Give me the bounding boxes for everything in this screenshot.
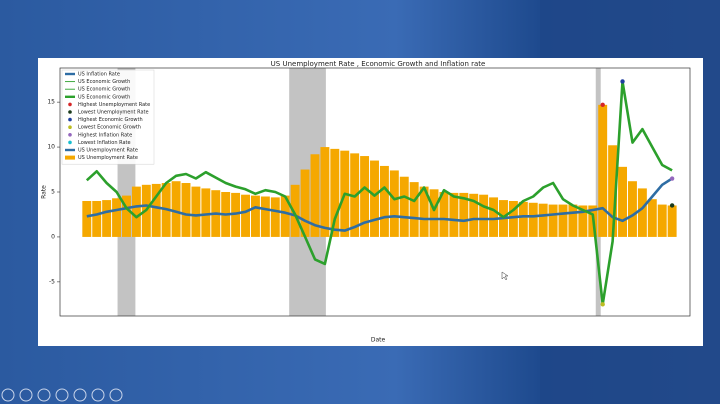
bar [280, 195, 290, 237]
bar [479, 194, 489, 237]
bar [449, 192, 459, 237]
legend-label: Highest Unemployment Rate [78, 102, 150, 108]
legend-symbol [68, 110, 72, 114]
subtitle-button[interactable] [91, 388, 105, 402]
bar [389, 170, 399, 237]
line [85, 80, 673, 306]
legend-symbol [68, 140, 72, 145]
bar [379, 165, 389, 237]
bar [598, 104, 608, 237]
bar [370, 160, 379, 237]
bar [270, 197, 280, 237]
prev-button[interactable] [1, 388, 15, 402]
y-tick-label: 10 [47, 144, 55, 151]
bar [489, 197, 499, 237]
mouse-cursor [501, 271, 509, 281]
bar [260, 196, 270, 237]
bar [419, 186, 429, 237]
bar [330, 148, 340, 237]
bar [181, 183, 191, 237]
bar [637, 188, 647, 237]
y-axis-label: Rate [41, 185, 48, 199]
bar [608, 145, 618, 237]
legend-symbol [68, 117, 72, 122]
bar [399, 176, 409, 237]
next-button[interactable] [19, 388, 33, 402]
bar [548, 204, 558, 237]
highlight-marker [669, 176, 675, 181]
bar [151, 183, 161, 237]
legend-label: Lowest Economic Growth [78, 125, 141, 131]
legend-label: US Unemployment Rate [78, 148, 138, 154]
bar [131, 186, 141, 237]
legend-label: US Economic Growth [78, 79, 130, 85]
more-button[interactable] [109, 388, 123, 402]
bar [459, 192, 469, 237]
bar [92, 200, 102, 237]
highlight-marker [600, 102, 605, 108]
legend-symbol [68, 125, 72, 129]
y-tick-label: 0 [51, 233, 55, 240]
legend-label: US Economic Growth [78, 87, 130, 93]
bar [508, 200, 518, 237]
legend-label: US Inflation Rate [78, 72, 120, 78]
bar [667, 205, 677, 237]
highlight-marker [669, 203, 675, 208]
bar [627, 181, 637, 237]
slide-toolbar [1, 388, 123, 402]
bar [528, 202, 538, 237]
bar [538, 203, 548, 237]
x-axis-label: Date [371, 337, 386, 344]
bar [290, 184, 300, 237]
bar [310, 154, 320, 237]
bar [231, 192, 241, 237]
legend-label: Lowest Inflation Rate [78, 140, 131, 146]
bar [439, 192, 449, 237]
bar [82, 200, 92, 237]
bar [618, 166, 627, 237]
bar [657, 204, 667, 237]
bar [409, 182, 419, 237]
bar [171, 181, 181, 237]
bar [320, 147, 330, 237]
zoom-button[interactable] [73, 388, 87, 402]
bar [647, 199, 657, 237]
legend-label: Lowest Unemployment Rate [78, 110, 149, 116]
y-tick-label: 5 [51, 189, 55, 196]
bar [241, 194, 250, 237]
bar [201, 188, 211, 237]
bar [469, 193, 479, 237]
bar [518, 201, 528, 237]
legend-box [61, 69, 155, 165]
bar [429, 189, 439, 237]
line [86, 177, 673, 232]
legend-label: Highest Economic Growth [78, 117, 143, 123]
bar [112, 198, 122, 237]
legend-label: US Unemployment Rate [78, 155, 138, 161]
legend-label: US Economic Growth [78, 94, 130, 100]
bar [191, 186, 201, 237]
bar [558, 204, 568, 237]
y-tick-label: 15 [47, 99, 55, 106]
bar [360, 156, 370, 237]
chart-title: US Unemployment Rate , Economic Growth a… [271, 60, 486, 68]
bar [250, 195, 260, 237]
slides-button[interactable] [55, 388, 69, 402]
legend-label: Highest Inflation Rate [78, 132, 132, 138]
pen-button[interactable] [37, 388, 51, 402]
bar [568, 204, 578, 237]
highlight-marker [600, 302, 605, 307]
axes-frame [59, 67, 691, 317]
bar [122, 195, 131, 237]
bar [578, 205, 588, 237]
legend-symbol [68, 133, 72, 137]
highlight-marker [620, 79, 625, 84]
bar [300, 169, 310, 237]
bar [102, 200, 112, 237]
legend-symbol [68, 102, 72, 107]
y-tick-label: -5 [49, 278, 55, 285]
legend-symbol [65, 155, 75, 160]
